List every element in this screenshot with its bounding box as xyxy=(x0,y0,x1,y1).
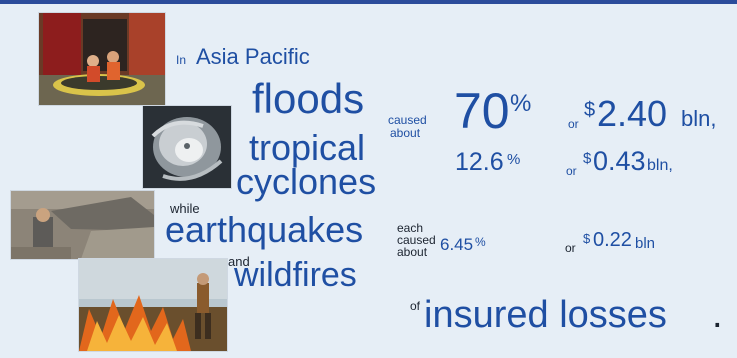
hazard-cyclones: cyclones xyxy=(236,161,377,202)
caused-label: caused xyxy=(388,113,427,127)
cyclones-amount: 0.43 xyxy=(593,146,646,176)
earthquake-rubble-photo xyxy=(10,190,155,260)
cyclones-percent: 12.6 xyxy=(455,148,504,176)
insured-losses: insured losses xyxy=(424,294,667,336)
floods-percent-sign: % xyxy=(510,90,532,117)
floods-amount: 2.40 xyxy=(597,93,668,134)
floods-unit: bln, xyxy=(681,106,717,131)
insured-losses-period: . xyxy=(712,294,723,336)
wildfire-photo xyxy=(78,258,228,352)
cyclones-or: or xyxy=(566,164,577,178)
cyclones-percent-sign: % xyxy=(507,151,521,168)
while-label: while xyxy=(170,201,200,216)
hazard-floods: floods xyxy=(252,75,365,122)
hazard-tropical: tropical xyxy=(249,127,366,168)
intro-region: Asia Pacific xyxy=(196,44,310,69)
each-about-label: about xyxy=(397,245,428,259)
hazard-wildfires: wildfires xyxy=(234,256,357,294)
top-bar xyxy=(0,0,737,4)
quakes-percent-sign: % xyxy=(475,235,486,249)
hazard-earthquakes: earthquakes xyxy=(165,209,364,250)
flood-rescue-photo xyxy=(38,12,166,106)
quakes-amount: 0.22 xyxy=(593,229,632,251)
each-caused-label: caused xyxy=(397,233,436,247)
cyclones-unit: bln, xyxy=(647,157,673,174)
about-label: about xyxy=(390,126,421,140)
quakes-or: or xyxy=(565,241,576,255)
of-label: of xyxy=(410,299,421,313)
floods-percent: 70 xyxy=(454,83,510,139)
quakes-unit: bln xyxy=(635,235,656,252)
intro-in: In xyxy=(176,53,187,67)
tropical-cyclone-satellite-photo xyxy=(142,105,232,189)
each-label: each xyxy=(397,221,424,235)
and-label: and xyxy=(228,254,250,269)
floods-or: or xyxy=(568,117,579,131)
cyclones-currency: $ xyxy=(583,150,592,167)
quakes-currency: $ xyxy=(583,231,591,246)
floods-currency: $ xyxy=(584,99,596,121)
quakes-percent: 6.45 xyxy=(440,235,474,254)
